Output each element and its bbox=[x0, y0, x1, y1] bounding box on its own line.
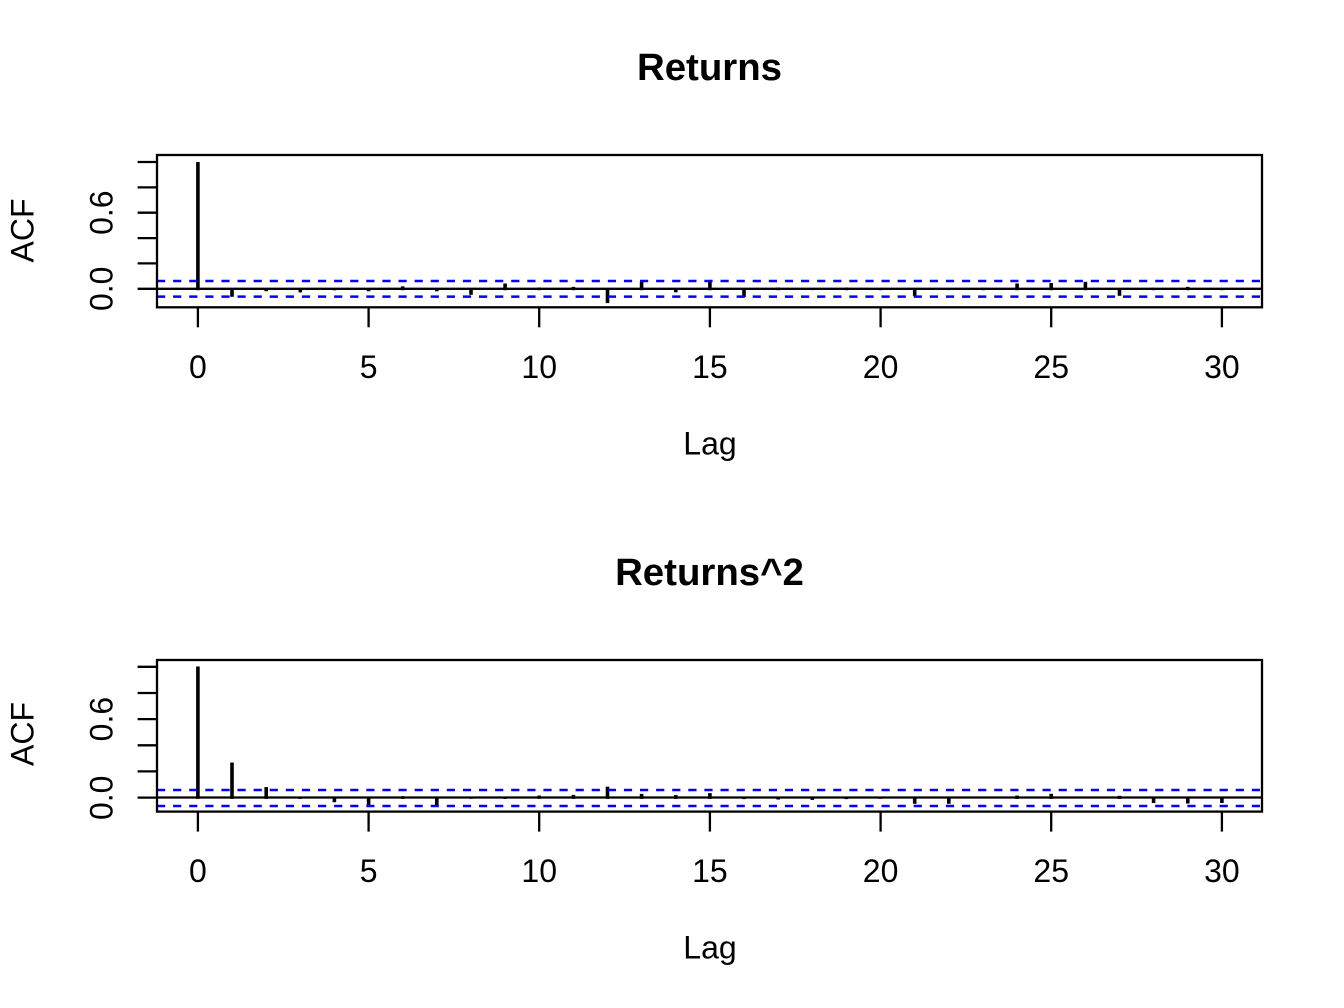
svg-text:30: 30 bbox=[1204, 349, 1240, 385]
svg-text:5: 5 bbox=[360, 853, 378, 889]
svg-text:Returns^2: Returns^2 bbox=[615, 551, 804, 594]
svg-text:10: 10 bbox=[521, 853, 557, 889]
svg-text:0.6: 0.6 bbox=[84, 697, 120, 741]
svg-text:ACF: ACF bbox=[5, 199, 41, 263]
svg-text:20: 20 bbox=[863, 349, 899, 385]
svg-text:0.0: 0.0 bbox=[84, 267, 120, 311]
svg-text:Returns: Returns bbox=[637, 46, 782, 89]
svg-text:5: 5 bbox=[360, 349, 378, 385]
svg-text:ACF: ACF bbox=[5, 702, 41, 766]
svg-text:0: 0 bbox=[189, 349, 207, 385]
svg-text:30: 30 bbox=[1204, 853, 1240, 889]
svg-text:25: 25 bbox=[1033, 349, 1069, 385]
svg-text:10: 10 bbox=[521, 349, 557, 385]
svg-text:0: 0 bbox=[189, 853, 207, 889]
svg-text:Lag: Lag bbox=[683, 930, 736, 966]
svg-text:25: 25 bbox=[1033, 853, 1069, 889]
svg-text:15: 15 bbox=[692, 853, 728, 889]
svg-text:20: 20 bbox=[863, 853, 899, 889]
svg-text:15: 15 bbox=[692, 349, 728, 385]
svg-text:Lag: Lag bbox=[683, 426, 736, 462]
svg-text:0.0: 0.0 bbox=[84, 776, 120, 820]
svg-text:0.6: 0.6 bbox=[84, 190, 120, 234]
